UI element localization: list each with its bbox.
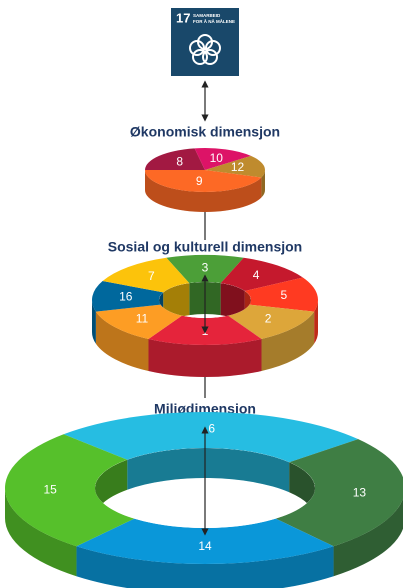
segment-top — [228, 304, 315, 339]
segment-side — [261, 170, 265, 198]
segment-side — [145, 170, 262, 213]
goal-label: 9 — [196, 174, 203, 188]
segment-side-shade — [95, 311, 149, 371]
segment-side-shade — [333, 498, 403, 577]
goal-label: 8 — [176, 154, 183, 168]
segment-top — [145, 148, 205, 170]
segment-top — [102, 257, 190, 293]
icon-text: FOR Å NÅ MÅLENE — [193, 18, 235, 24]
goal-label: 15 — [43, 483, 57, 497]
goal-label: 16 — [119, 289, 133, 303]
layers: Økonomisk dimensjon 8 10 12 9 Sosial og kultu… — [4, 124, 403, 588]
segment-top — [92, 280, 164, 312]
goal-label: 11 — [136, 311, 149, 325]
segment-top — [194, 148, 251, 170]
goal-label: 13 — [353, 485, 367, 499]
segment-top — [205, 155, 265, 178]
layer: Økonomisk dimensjon 8 10 12 9 — [130, 124, 280, 213]
segment-top — [244, 277, 318, 312]
segment-side-shade — [148, 338, 262, 377]
segment-side — [76, 546, 334, 588]
goal-label: 14 — [198, 539, 212, 553]
segment-top — [220, 257, 303, 291]
segment-side — [333, 498, 403, 577]
segment-top — [76, 518, 334, 564]
segment-top — [275, 439, 403, 547]
icon-flower — [189, 34, 221, 65]
segment-top — [166, 255, 244, 284]
goal-label: 6 — [208, 421, 215, 435]
segment-side-shade — [92, 300, 96, 344]
icon-number: 17 — [176, 10, 190, 25]
segment-side-shade — [261, 170, 265, 198]
segment-side — [95, 311, 149, 371]
goal-label: 3 — [202, 261, 209, 275]
segment-top — [95, 304, 182, 339]
segment-top — [4, 434, 135, 547]
segment-side-shade — [76, 546, 334, 588]
segment-top — [145, 170, 262, 193]
segment-side-shade — [145, 170, 262, 213]
goal-label: 4 — [253, 268, 260, 282]
inner-wall-part — [95, 459, 128, 518]
icon-background — [171, 8, 239, 76]
icon-text: SAMARBEID — [193, 13, 221, 18]
segment-side-shade — [261, 311, 315, 371]
segment-side — [261, 311, 315, 371]
segment-side — [148, 338, 262, 377]
goal-label: 5 — [280, 288, 287, 302]
inner-wall-shade — [95, 459, 128, 518]
segment-side-shade — [4, 488, 77, 577]
segment-side — [4, 488, 77, 577]
goal-label: 2 — [265, 311, 272, 325]
goal-label: 10 — [210, 151, 224, 165]
segment-side — [92, 300, 96, 344]
segment-side — [314, 300, 318, 344]
layer-title: Sosial og kulturell dimensjon — [108, 239, 302, 255]
segment-top — [63, 411, 359, 463]
goal-label: 12 — [231, 160, 245, 174]
layer-title: Økonomisk dimensjon — [130, 124, 280, 140]
goal-label: 7 — [148, 269, 155, 283]
segment-side-shade — [314, 300, 318, 344]
sdg-icon: 17 SAMARBEID FOR Å NÅ MÅLENE — [171, 8, 239, 76]
